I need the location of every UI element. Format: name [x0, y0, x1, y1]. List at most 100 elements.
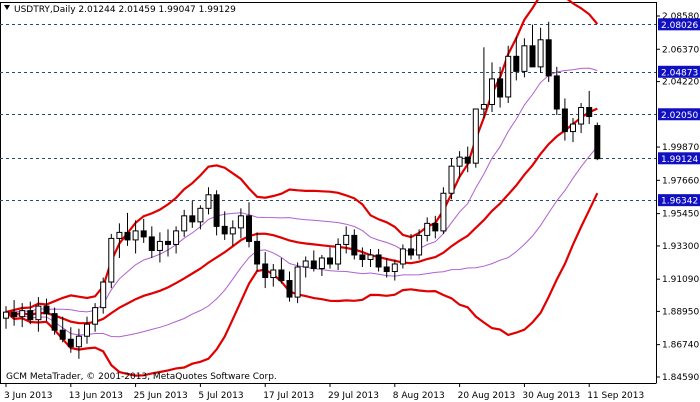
- candle-bull: [116, 231, 123, 239]
- time-tick-label: 20 Aug 2013: [458, 391, 516, 401]
- time-tick-label: 25 Jun 2013: [134, 391, 188, 401]
- candle-bear: [189, 215, 196, 223]
- time-tick-label: 3 Jun 2013: [4, 391, 52, 401]
- candle-bear: [67, 338, 74, 348]
- candle-bear: [148, 236, 155, 251]
- candle-bull: [197, 207, 204, 223]
- candle-bull: [302, 260, 309, 268]
- candle-bull: [440, 192, 447, 232]
- candle-bear: [286, 280, 293, 298]
- candle-bear: [254, 240, 261, 265]
- price-tick-label: 1.99870: [662, 143, 699, 153]
- level-label: 2.08026: [661, 21, 698, 31]
- candle-bear: [561, 108, 568, 133]
- price-tick-label: 1.97660: [662, 176, 699, 186]
- candle-bear: [432, 222, 439, 232]
- candle-bull: [237, 215, 244, 229]
- candle-bear: [27, 310, 34, 321]
- price-tick-label: 2.04220: [662, 78, 699, 88]
- candle-bear: [51, 313, 58, 331]
- candle-bull: [318, 257, 325, 270]
- candle-bear: [165, 240, 171, 245]
- candle-bull: [229, 227, 236, 235]
- candle-bear: [359, 254, 366, 260]
- candle-bull: [294, 266, 301, 298]
- time-tick-label: 17 Jul 2013: [263, 391, 314, 401]
- candle-bull: [399, 248, 406, 265]
- candle-bull: [505, 55, 512, 98]
- candle-bull: [424, 222, 431, 236]
- candle-bull: [570, 123, 576, 133]
- candle-bull: [578, 106, 585, 125]
- candle-bear: [594, 125, 601, 160]
- candle-bear: [351, 234, 358, 256]
- candle-bear: [513, 55, 520, 72]
- candle-bull: [391, 263, 398, 273]
- candle-bull: [343, 234, 350, 245]
- time-tick-label: 8 Aug 2013: [393, 391, 445, 401]
- candle-bear: [545, 39, 552, 77]
- time-tick-label: 30 Aug 2013: [522, 391, 580, 401]
- candle-bear: [11, 311, 18, 318]
- candle-bear: [221, 225, 228, 235]
- candle-bear: [497, 78, 504, 98]
- candle-bull: [480, 103, 487, 110]
- chart-footer: GCM MetaTrader, © 2001-2013, MetaQuotes …: [6, 372, 277, 382]
- dropdown-triangle-icon: [4, 5, 10, 10]
- candle-bear: [327, 257, 333, 265]
- level-label-box: [658, 194, 700, 207]
- candle-bear: [375, 254, 382, 268]
- price-tick-label: 1.88950: [662, 307, 699, 317]
- price-tick-label: 1.84590: [662, 373, 699, 383]
- price-tick-label: 1.86740: [662, 341, 699, 351]
- candle-bear: [59, 329, 66, 340]
- chart-header: USDTRY,Daily 2.01244 2.01459 1.99047 1.9…: [14, 5, 236, 15]
- candle-bull: [521, 45, 528, 72]
- level-label-box: [658, 18, 700, 31]
- candle-bear: [246, 215, 252, 242]
- candle-bear: [278, 269, 285, 282]
- candle-bear: [262, 263, 269, 279]
- time-tick-label: 13 Jun 2013: [69, 391, 123, 401]
- candle-bull: [156, 240, 163, 251]
- level-label: 2.02050: [661, 111, 698, 121]
- candle-bear: [553, 75, 560, 110]
- candle-bear: [586, 106, 593, 118]
- inner-lower-band: [5, 146, 598, 338]
- candle-bear: [213, 194, 220, 227]
- lower-band: [5, 192, 599, 377]
- candle-bear: [43, 305, 50, 315]
- time-tick-label: 5 Jul 2013: [198, 391, 243, 401]
- candle-bull: [448, 165, 455, 194]
- level-label-box: [658, 108, 700, 121]
- price-tick-label: 1.95450: [662, 210, 699, 220]
- candle-bear: [408, 248, 414, 256]
- level-label: 1.96342: [661, 197, 698, 207]
- price-tick-label: 1.91090: [662, 275, 699, 285]
- candle-bull: [3, 311, 9, 319]
- price-tick-label: 1.93300: [662, 242, 699, 252]
- middle-band: [5, 107, 598, 325]
- price-tick-label: 2.08580: [662, 12, 699, 22]
- candle-bull: [181, 215, 188, 232]
- level-label: 2.04873: [661, 68, 698, 78]
- candle-bull: [132, 230, 139, 241]
- level-label-box: [658, 65, 700, 78]
- level-label: 1.99124: [661, 155, 698, 165]
- candle-bull: [92, 307, 99, 325]
- candle-bull: [108, 237, 115, 283]
- price-tick-label: 2.06370: [662, 45, 699, 55]
- candle-bear: [140, 230, 147, 238]
- candle-bull: [205, 194, 212, 209]
- time-tick-label: 29 Jul 2013: [328, 391, 379, 401]
- candle-bear: [383, 266, 390, 273]
- candle-bear: [529, 45, 536, 68]
- candle-bull: [537, 39, 544, 68]
- candle-bull: [489, 78, 495, 105]
- plot-frame: [0, 2, 657, 384]
- candle-bull: [335, 243, 342, 265]
- candle-bull: [472, 108, 479, 164]
- candle-bull: [416, 234, 423, 256]
